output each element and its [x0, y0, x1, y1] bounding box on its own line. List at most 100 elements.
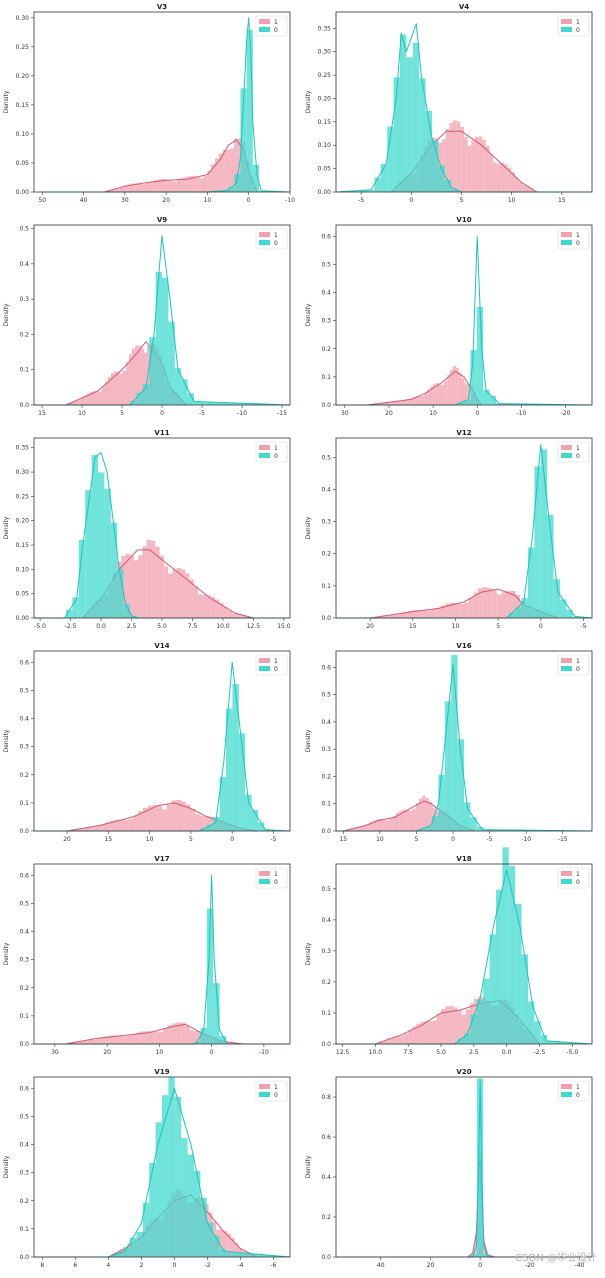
legend: 10 — [558, 868, 589, 888]
y-axis-label: Density — [3, 303, 10, 326]
x-tick-label: 7.5 — [188, 623, 198, 630]
hist-bar-0 — [98, 472, 104, 618]
y-tick-label: 0.2 — [19, 985, 29, 992]
hist-bar-1 — [444, 381, 447, 405]
y-axis-label: Density — [305, 729, 312, 752]
y-tick-label: 0.05 — [16, 591, 30, 598]
hist-bar-1 — [447, 375, 450, 405]
legend-swatch-1 — [259, 19, 270, 24]
hist-bar-1 — [400, 1036, 404, 1044]
y-axis-label: Density — [3, 90, 10, 113]
hist-bar-1 — [128, 1036, 132, 1044]
y-tick-label: 0.4 — [321, 486, 331, 493]
x-tick-label: 30 — [51, 1049, 59, 1056]
x-tick-label: 15 — [409, 623, 417, 630]
chart-title: V11 — [154, 429, 169, 437]
y-tick-label: 0.20 — [16, 73, 30, 80]
hist-bar-1 — [487, 588, 492, 618]
y-tick-label: 0.1 — [19, 1226, 29, 1233]
legend-swatch-0 — [259, 240, 270, 245]
legend-label-1: 1 — [576, 871, 580, 878]
hist-bar-1 — [425, 1021, 429, 1044]
hist-bar-1 — [165, 180, 169, 192]
y-tick-label: 0.30 — [318, 49, 332, 56]
x-tick-label: 15 — [105, 836, 113, 843]
x-tick-label: -5 — [487, 836, 493, 843]
legend-label-1: 1 — [576, 445, 580, 452]
hist-bar-1 — [228, 611, 232, 618]
hist-bar-0 — [445, 701, 451, 831]
hist-bar-1 — [190, 809, 195, 831]
x-tick-label: -5.0 — [566, 1049, 578, 1056]
x-tick-label: 12.5 — [247, 623, 261, 630]
hist-bar-1 — [173, 182, 177, 192]
hist-bar-1 — [195, 814, 200, 831]
x-tick-label: -5 — [580, 623, 586, 630]
legend-label-1: 1 — [274, 445, 278, 452]
y-tick-label: 0.0 — [19, 1254, 29, 1261]
hist-bar-1 — [132, 1034, 136, 1044]
hist-bar-1 — [441, 1009, 445, 1044]
hist-bar-1 — [453, 1007, 457, 1044]
y-tick-label: 0.3 — [321, 519, 331, 526]
chart-title: V9 — [157, 216, 167, 224]
hist-bar-1 — [168, 574, 172, 618]
y-tick-label: 0.4 — [321, 719, 331, 726]
legend-label-1: 1 — [274, 1084, 278, 1091]
watermark: CSDN @毕业设计 — [515, 1249, 597, 1264]
legend-label-0: 0 — [274, 879, 278, 886]
hist-bar-1 — [439, 384, 442, 405]
y-tick-label: 0.8 — [321, 1094, 331, 1101]
legend-label-1: 1 — [576, 19, 580, 26]
y-tick-label: 0.5 — [19, 900, 29, 907]
x-tick-label: 20 — [63, 836, 71, 843]
hist-bar-1 — [120, 374, 123, 405]
chart-title: V10 — [456, 216, 471, 224]
legend-label-1: 1 — [576, 232, 580, 239]
hist-bar-0 — [413, 43, 419, 192]
hist-bar-1 — [126, 362, 129, 405]
y-tick-label: 0.25 — [16, 44, 30, 51]
legend-swatch-0 — [561, 1092, 572, 1097]
x-tick-label: 0 — [539, 623, 543, 630]
y-tick-label: 0.1 — [321, 1010, 331, 1017]
hist-bar-0 — [188, 1154, 194, 1257]
x-tick-label: 5.0 — [157, 623, 167, 630]
hist-bar-1 — [421, 396, 424, 405]
axes-frame — [34, 864, 290, 1044]
y-tick-label: 0.20 — [16, 518, 30, 525]
hist-bar-1 — [171, 800, 176, 831]
hist-bar-1 — [203, 176, 207, 192]
y-tick-label: 0.6 — [19, 659, 29, 666]
hist-bar-0 — [92, 455, 98, 618]
legend-label-0: 0 — [576, 240, 580, 247]
legend-swatch-1 — [561, 445, 572, 450]
y-tick-label: 0.5 — [19, 687, 29, 694]
y-tick-label: 0.3 — [321, 948, 331, 955]
legend: 10 — [558, 1081, 589, 1101]
hist-bar-1 — [459, 373, 462, 405]
x-tick-label: 30 — [341, 410, 349, 417]
hist-bar-1 — [124, 820, 129, 831]
y-tick-label: 0.00 — [16, 615, 30, 622]
hist-bar-1 — [194, 587, 198, 618]
y-tick-label: 0.10 — [16, 566, 30, 573]
x-tick-label: -6 — [270, 1262, 276, 1269]
hist-bar-1 — [492, 591, 497, 618]
x-tick-label: 0 — [172, 1262, 176, 1269]
hist-bar-1 — [497, 163, 501, 192]
y-axis-label: Density — [305, 90, 312, 113]
legend: 10 — [558, 16, 589, 36]
x-tick-label: 20 — [385, 410, 393, 417]
hist-bar-0 — [483, 390, 489, 405]
legend: 10 — [558, 229, 589, 249]
hist-bar-1 — [134, 815, 139, 831]
